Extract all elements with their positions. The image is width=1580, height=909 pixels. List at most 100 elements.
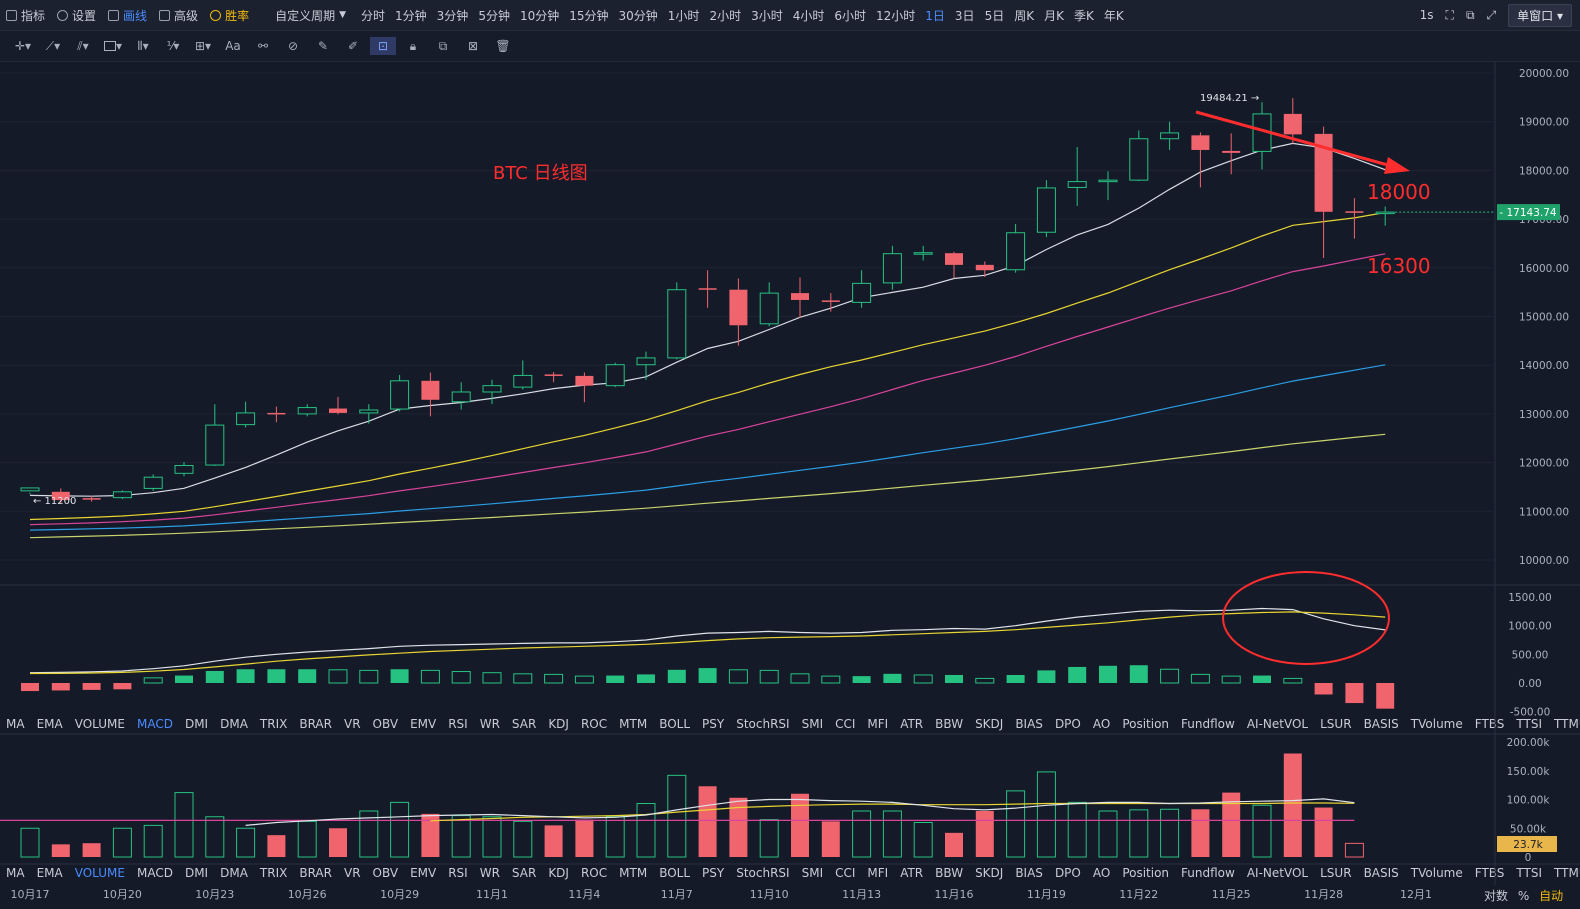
- tab-skdj[interactable]: SKDJ: [975, 866, 1004, 880]
- tab-ao[interactable]: AO: [1092, 717, 1111, 731]
- tab-basis[interactable]: BASIS: [1363, 866, 1399, 880]
- collapse-volume-icon[interactable]: ▼: [14, 741, 21, 751]
- tab-macd[interactable]: MACD: [136, 717, 173, 731]
- tab-ma[interactable]: MA: [6, 717, 25, 731]
- period-3日[interactable]: 3日: [954, 8, 975, 23]
- tab-dmi[interactable]: DMI: [184, 717, 209, 731]
- menu-pen[interactable]: 画线: [102, 7, 153, 24]
- tab-smi[interactable]: SMI: [801, 717, 824, 731]
- period-年K[interactable]: 年K: [1103, 8, 1124, 23]
- period-1小时[interactable]: 1小时: [667, 8, 700, 23]
- collapse-ma-icon[interactable]: ▼: [14, 87, 21, 97]
- tab-atr[interactable]: ATR: [900, 866, 924, 880]
- tab-tvolume[interactable]: TVolume: [1410, 717, 1463, 731]
- close-icon[interactable]: ✕: [141, 587, 152, 601]
- settings-icon[interactable]: ⚙: [127, 587, 138, 601]
- window-mode-button[interactable]: 单窗口 ▾: [1508, 3, 1572, 27]
- tab-bbw[interactable]: BBW: [935, 717, 964, 731]
- tab-macd[interactable]: MACD: [136, 866, 173, 880]
- eye-icon[interactable]: ◉: [60, 83, 71, 97]
- period-1日[interactable]: 1日: [925, 8, 945, 23]
- tab-trix[interactable]: TRIX: [259, 717, 288, 731]
- tab-sar[interactable]: SAR: [511, 717, 537, 731]
- menu-winrate[interactable]: 胜率: [204, 7, 255, 24]
- settings-icon[interactable]: ⚙: [73, 83, 85, 97]
- tab-kdj[interactable]: KDJ: [548, 717, 569, 731]
- custom-period-dropdown[interactable]: 自定义周期 ▼: [269, 7, 352, 24]
- tab-psy[interactable]: PSY: [702, 717, 725, 731]
- tab-brar[interactable]: BRAR: [299, 717, 332, 731]
- ratio-icon[interactable]: ⅟▾: [166, 39, 180, 53]
- tab-bbw[interactable]: BBW: [935, 866, 964, 880]
- tab-ttmu[interactable]: TTMU: [1554, 717, 1580, 731]
- period-12小时[interactable]: 12小时: [876, 8, 916, 23]
- tab-position[interactable]: Position: [1122, 717, 1170, 731]
- fullscreen-icon[interactable]: ⛶: [1445, 7, 1454, 22]
- tab-fundflow[interactable]: Fundflow: [1181, 866, 1235, 880]
- tab-dpo[interactable]: DPO: [1054, 717, 1081, 731]
- period-季K[interactable]: 季K: [1073, 8, 1094, 23]
- tab-boll[interactable]: BOLL: [659, 717, 691, 731]
- menu-gear[interactable]: 设置: [51, 7, 102, 24]
- tab-atr[interactable]: ATR: [900, 717, 924, 731]
- fib-icon[interactable]: ⦀▾: [137, 38, 149, 53]
- tab-bias[interactable]: BIAS: [1015, 866, 1043, 880]
- trend-line-icon[interactable]: ⟋▾: [45, 38, 61, 53]
- period-3小时[interactable]: 3小时: [751, 8, 783, 23]
- tab-cci[interactable]: CCI: [835, 866, 856, 880]
- tab-ftbs[interactable]: FTBS: [1474, 866, 1505, 880]
- tab-trix[interactable]: TRIX: [259, 866, 288, 880]
- tab-wr[interactable]: WR: [479, 866, 500, 880]
- tab-vr[interactable]: VR: [343, 866, 361, 880]
- tab-emv[interactable]: EMV: [410, 866, 437, 880]
- tab-roc[interactable]: ROC: [580, 866, 608, 880]
- tab-emv[interactable]: EMV: [410, 717, 437, 731]
- auto-scale-toggle[interactable]: 自动: [1539, 889, 1564, 903]
- tab-mfi[interactable]: MFI: [867, 866, 889, 880]
- tab-skdj[interactable]: SKDJ: [975, 717, 1004, 731]
- tab-dma[interactable]: DMA: [220, 866, 248, 880]
- percent-toggle[interactable]: %: [1517, 889, 1530, 903]
- tab-basis[interactable]: BASIS: [1363, 717, 1399, 731]
- tab-ema[interactable]: EMA: [36, 866, 63, 880]
- tab-dpo[interactable]: DPO: [1054, 866, 1081, 880]
- tab-vr[interactable]: VR: [343, 717, 361, 731]
- period-6小时[interactable]: 6小时: [834, 8, 866, 23]
- close-icon[interactable]: ✕: [102, 737, 112, 751]
- tab-mtm[interactable]: MTM: [619, 866, 648, 880]
- copy-icon[interactable]: ⧉: [438, 38, 448, 53]
- tab-kdj[interactable]: KDJ: [548, 866, 569, 880]
- tab-ttmu[interactable]: TTMU: [1554, 866, 1580, 880]
- eye-hidden-icon[interactable]: ⊘: [105, 101, 116, 114]
- tab-dmi[interactable]: DMI: [184, 866, 209, 880]
- interval-label[interactable]: 1s: [1419, 8, 1434, 22]
- menu-advanced[interactable]: 高级: [153, 7, 204, 24]
- period-月K[interactable]: 月K: [1044, 8, 1064, 23]
- tab-volume[interactable]: VOLUME: [74, 717, 125, 731]
- period-15分钟[interactable]: 15分钟: [569, 8, 609, 23]
- log-scale-toggle[interactable]: 对数: [1484, 889, 1509, 903]
- tab-ema[interactable]: EMA: [36, 717, 63, 731]
- tab-ao[interactable]: AO: [1092, 866, 1111, 880]
- tab-dma[interactable]: DMA: [220, 717, 248, 731]
- close-icon[interactable]: ✕: [87, 83, 98, 97]
- period-5分钟[interactable]: 5分钟: [478, 8, 510, 23]
- tab-ftbs[interactable]: FTBS: [1474, 717, 1505, 731]
- screenshot-icon[interactable]: ⧉: [1465, 7, 1475, 22]
- tab-tvolume[interactable]: TVolume: [1410, 866, 1463, 880]
- indicator-toggle-icon[interactable]: ⊡: [370, 37, 396, 55]
- multi-line-icon[interactable]: ⫽▾: [77, 38, 89, 53]
- brush-icon[interactable]: ✎: [317, 39, 329, 53]
- pattern-icon[interactable]: ⚯: [257, 39, 269, 53]
- tab-wr[interactable]: WR: [479, 717, 500, 731]
- menu-chart[interactable]: 指标: [0, 7, 51, 24]
- text-icon[interactable]: Aa: [225, 39, 241, 53]
- lock-icon[interactable]: 🔒︎: [409, 38, 417, 53]
- period-5日[interactable]: 5日: [984, 8, 1005, 23]
- tab-volume[interactable]: VOLUME: [74, 866, 125, 880]
- period-4小时[interactable]: 4小时: [792, 8, 825, 23]
- tab-ai-netvol[interactable]: AI-NetVOL: [1246, 866, 1309, 880]
- tab-ma[interactable]: MA: [6, 866, 25, 880]
- tab-mfi[interactable]: MFI: [867, 717, 889, 731]
- tab-smi[interactable]: SMI: [801, 866, 824, 880]
